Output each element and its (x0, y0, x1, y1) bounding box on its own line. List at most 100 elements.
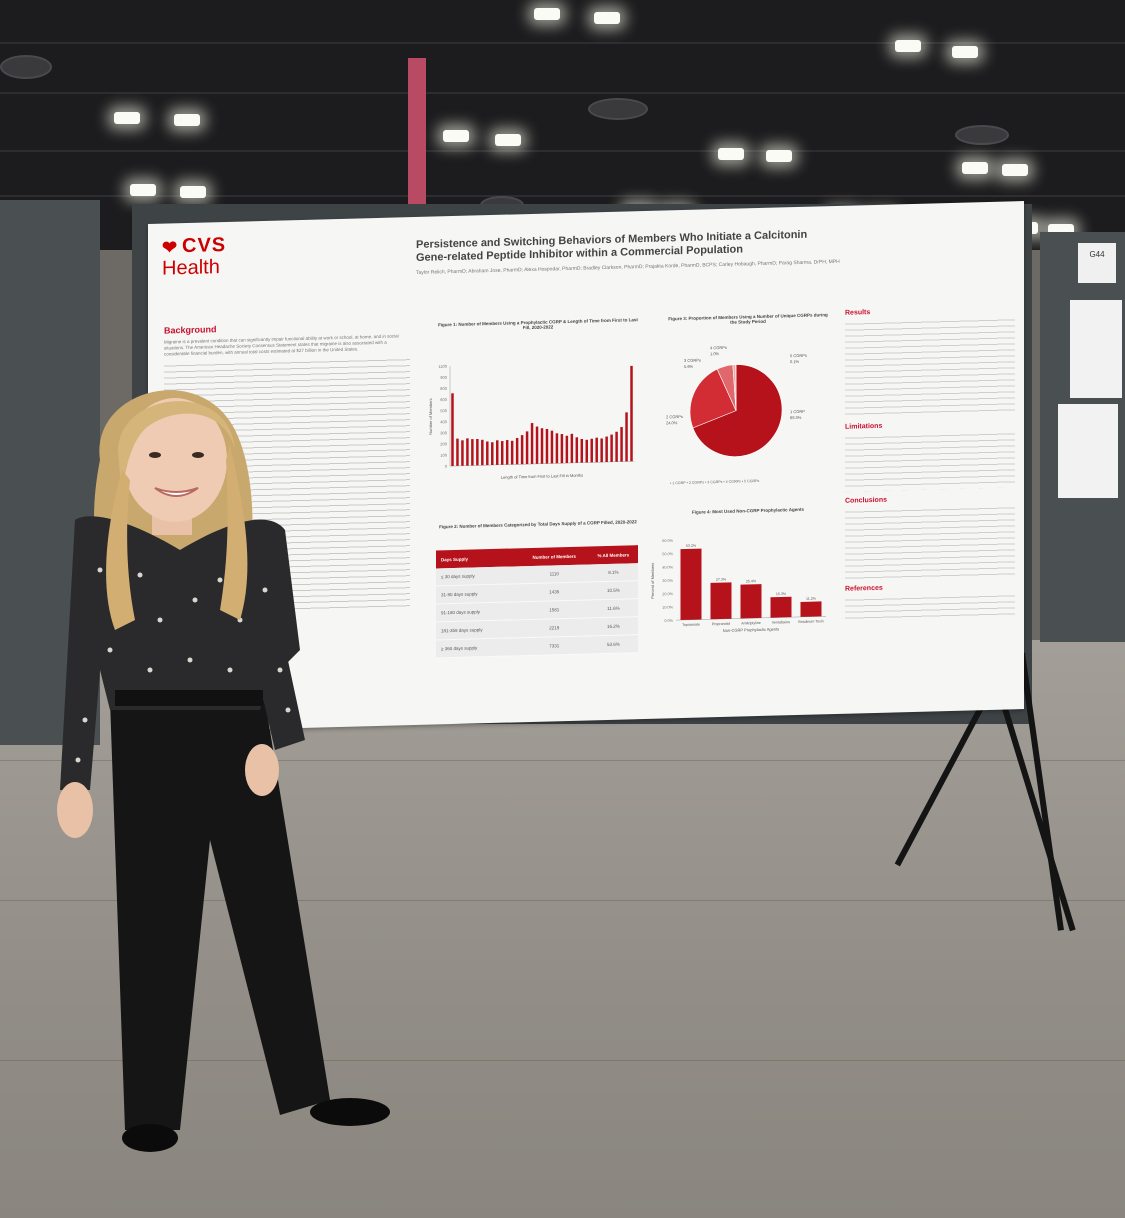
section-heading: Limitations (845, 422, 883, 431)
floor-seam (0, 1060, 1125, 1061)
x-tick-label: Amitriptyline (741, 621, 761, 626)
ceiling-light (718, 148, 744, 160)
chart-bar (565, 435, 569, 464)
text-block (845, 317, 1015, 418)
ceiling-light (766, 150, 792, 162)
chart-bar (525, 431, 529, 465)
logo-health: Health (162, 256, 220, 280)
ceiling-beam (0, 42, 1125, 44)
section-heading: Background (164, 324, 217, 336)
hanging-banner (408, 58, 426, 220)
ceiling-beam (0, 92, 1125, 94)
chart-bar (510, 440, 514, 465)
y-axis-label: Number of Members (428, 398, 433, 435)
pie-slice (689, 368, 737, 429)
notice-paper (1070, 300, 1122, 398)
chart-bar (540, 428, 544, 464)
chart-bar (550, 430, 554, 464)
x-tick-label: Propranolol (712, 622, 731, 626)
chart-bar (575, 437, 579, 463)
text-block (845, 431, 1015, 492)
chart-bar (620, 427, 623, 462)
section-text: Migraine is a prevalent condition that c… (164, 333, 399, 357)
y-tick-label: 50.0% (662, 552, 673, 556)
chart-bar (496, 440, 499, 465)
table-cell: 7331 (549, 643, 560, 649)
chart-bar (630, 365, 633, 462)
floor-seam (0, 760, 1125, 761)
chart-bar (740, 584, 762, 619)
chart-bar (610, 434, 613, 462)
text-block (845, 505, 1015, 580)
table-cell: 53.6% (606, 641, 620, 647)
chart-bar (466, 438, 469, 466)
chart-bar (555, 433, 559, 464)
chart-bar (605, 436, 608, 463)
ceiling-vent (588, 98, 648, 120)
notice-paper (1058, 404, 1118, 498)
table-cell: 8.1% (608, 569, 619, 575)
ceiling-light (952, 46, 978, 58)
figure-3-title: Figure 3: Proportion of Members Using a … (668, 312, 828, 325)
pie-legend: • 1 CGRP • 2 CGRPs • 3 CGRPs • 4 CGRPs •… (670, 479, 759, 485)
ceiling-light (1002, 164, 1028, 176)
y-tick-label: 1100 (438, 364, 447, 369)
chart-bar (625, 412, 628, 462)
text-block (845, 593, 1015, 622)
data-label: 27.3% (716, 577, 727, 581)
chart-bar (491, 442, 494, 466)
ceiling-light (962, 162, 988, 174)
x-tick-label: Venlafaxine (772, 620, 791, 624)
heart-icon: ❤ (162, 237, 178, 258)
chart-bar (471, 439, 474, 466)
chart-bar (515, 437, 519, 465)
chart-bar (535, 426, 539, 464)
section-heading: Conclusions (845, 496, 888, 505)
ceiling-vent (0, 55, 52, 79)
pie-label: 5.6% (684, 364, 694, 369)
table-cell: 11.6% (607, 605, 620, 611)
chart-bar (800, 601, 822, 617)
table-cell: 1435 (549, 589, 560, 595)
y-tick-label: 600 (440, 397, 447, 402)
chart-bar (456, 438, 459, 466)
chart-bar (505, 440, 509, 465)
chart-bar (570, 433, 574, 463)
x-tick-label: Topiramate (682, 623, 700, 627)
ceiling-light (495, 134, 521, 146)
ceiling-light (443, 130, 469, 142)
pie-label: 24.0% (666, 420, 678, 425)
ceiling-light (180, 186, 206, 198)
y-tick-label: 10.0% (662, 605, 673, 609)
chart-bar (600, 438, 603, 463)
days-supply-table: Days Supply Number of Members % All Memb… (436, 545, 638, 659)
ceiling-vent (955, 125, 1009, 145)
pie-slice (692, 364, 783, 457)
data-label: 11.2% (806, 597, 817, 601)
y-tick-label: 100 (440, 453, 447, 458)
ceiling-light (594, 12, 620, 24)
ceiling-light (895, 40, 921, 52)
table-cell: 2219 (549, 625, 560, 631)
section-heading: Results (845, 309, 871, 317)
ceiling-beam (0, 150, 1125, 152)
poster-title: Persistence and Switching Behaviors of M… (416, 228, 836, 265)
ceiling-light (130, 184, 156, 196)
data-label: 25.4% (746, 579, 757, 583)
ceiling-beam (0, 195, 1125, 197)
figure-2-title: Figure 2: Number of Members Categorized … (439, 519, 637, 530)
chart-bar (560, 434, 564, 464)
y-tick-label: 200 (440, 441, 447, 446)
pie-label: 1 CGRP (790, 409, 805, 414)
research-poster: ❤ CVS Health Persistence and Switching B… (148, 201, 1024, 732)
ceiling-light (174, 114, 200, 126)
figure-4-title: Figure 4: Most Used Non-CGRP Prophylacti… (691, 506, 804, 515)
y-axis-label: Percent of Members (650, 563, 655, 599)
table-cell: 1581 (549, 607, 560, 613)
chart-bar (590, 438, 593, 463)
table-row: ≥ 360 days supply 7331 53.6% (436, 635, 638, 659)
chart-bar (500, 441, 504, 465)
person-figure (57, 390, 390, 1152)
x-axis-label: Non-CGRP Prophylactic Agents (723, 626, 779, 632)
